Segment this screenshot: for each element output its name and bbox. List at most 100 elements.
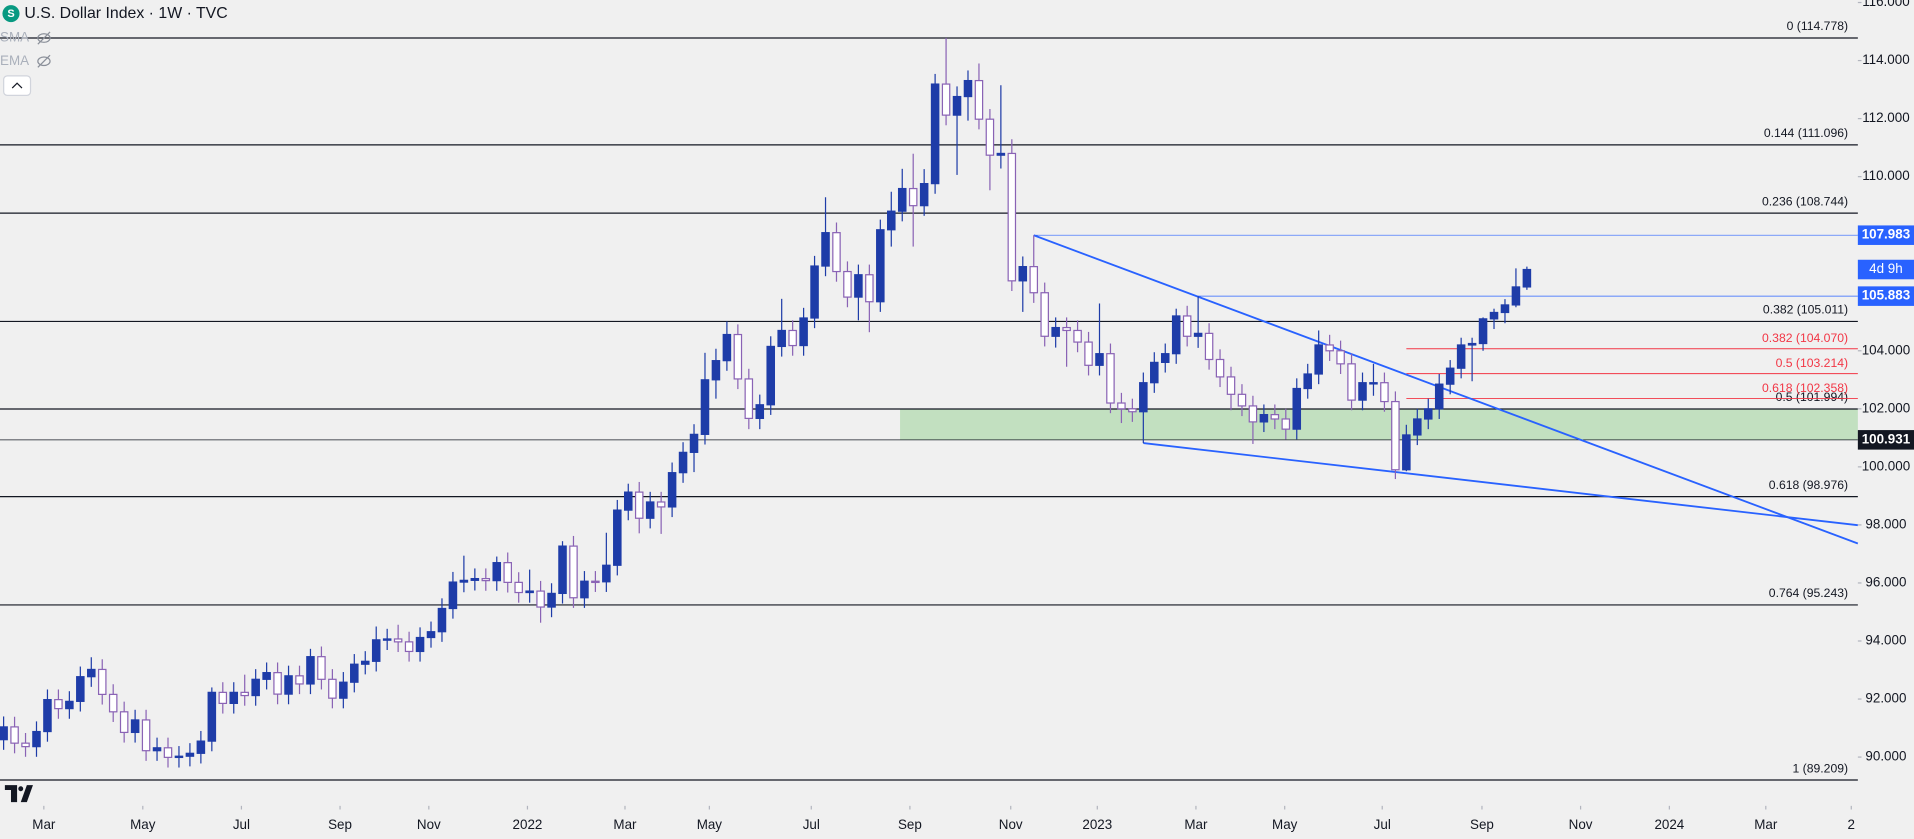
collapse-caret — [11, 82, 23, 89]
candle-body — [196, 740, 206, 754]
candle-body — [1292, 387, 1302, 430]
candle-body — [536, 590, 545, 608]
candle-body — [843, 270, 852, 298]
candle-body — [382, 638, 392, 641]
countdown-label: 4d 9h — [1869, 261, 1903, 276]
candle-body — [1369, 382, 1378, 385]
candle-body — [1413, 418, 1422, 436]
candle-body — [1029, 266, 1039, 294]
candle-body — [558, 545, 567, 595]
candle-body — [1434, 383, 1444, 410]
candle-body — [119, 711, 129, 734]
candle-body — [1193, 332, 1203, 337]
candle-body — [1423, 408, 1433, 420]
x-tick-label: May — [130, 817, 156, 832]
fib-label: 0.236 (108.744) — [1762, 194, 1848, 208]
candle-body — [963, 79, 973, 98]
candle-body — [1160, 353, 1170, 364]
candle-body — [1303, 373, 1312, 390]
hide-icons — [37, 31, 51, 68]
candle-body — [1106, 353, 1115, 404]
candle-body — [1237, 393, 1247, 407]
trendline — [1033, 234, 1859, 545]
x-tick-label: Sep — [328, 817, 352, 832]
candle-body — [43, 699, 52, 733]
candle-body — [645, 501, 655, 519]
symbol-icon-letter: S — [7, 8, 14, 20]
candle-body — [1467, 342, 1477, 346]
x-tick-label: Mar — [1184, 817, 1208, 832]
candle-body — [1270, 414, 1280, 420]
candle-body — [974, 79, 984, 120]
plot-area: 0 (114.778) 0.144 (111.096) 0.236 (108.744… — [0, 19, 1859, 781]
x-tick-label: 2024 — [1654, 817, 1684, 832]
candle-body — [514, 581, 523, 594]
indicator-label[interactable]: EMA — [0, 53, 29, 68]
candle-body — [1051, 326, 1060, 337]
y-tick-label: 116.000 — [1862, 0, 1909, 9]
candle-body — [1402, 434, 1411, 471]
candle-body — [262, 672, 271, 680]
candle-body — [1084, 341, 1093, 366]
y-tick-label: 114.000 — [1862, 52, 1909, 67]
countdown-tag — [1857, 259, 1914, 280]
fib-label: 1 (89.209) — [1793, 761, 1849, 775]
candle-body — [1018, 266, 1028, 282]
candle-body — [777, 329, 786, 348]
candle-body — [755, 404, 765, 420]
candle-body — [1117, 402, 1126, 410]
y-tick-label: 104.000 — [1862, 342, 1910, 357]
x-tick-label: 2 — [1848, 817, 1855, 832]
candle-body — [415, 636, 425, 653]
x-tick-label: Nov — [1569, 817, 1593, 832]
candle-body — [1171, 315, 1181, 355]
candle-body — [371, 639, 381, 662]
candle-body — [634, 491, 644, 519]
symbol-icon — [2, 5, 20, 23]
y-tick-label: 110.000 — [1862, 168, 1909, 183]
candle-body — [580, 580, 589, 599]
candle-body — [623, 491, 633, 511]
candle-body — [1259, 414, 1269, 423]
collapse-button[interactable] — [3, 75, 32, 97]
price-tag-label: 107.983 — [1862, 227, 1910, 242]
candle-body — [284, 675, 293, 695]
price-tag-label: 100.931 — [1862, 431, 1911, 446]
candle-body — [108, 693, 118, 713]
candle-body — [1095, 353, 1104, 366]
y-tick-label: 94.000 — [1865, 633, 1906, 648]
fib-label: 0.618 (98.976) — [1769, 478, 1848, 492]
indicator-label[interactable]: SMA — [0, 30, 29, 45]
candle-body — [21, 742, 30, 748]
candle-body — [174, 755, 184, 759]
candle-body — [602, 564, 611, 583]
price-tag — [1857, 225, 1914, 245]
candle-body — [667, 472, 677, 508]
x-tick-label: May — [1272, 817, 1298, 832]
x-tick-label: 2022 — [513, 817, 543, 832]
fib-label: 0.382 (105.011) — [1763, 303, 1848, 317]
fib-label: 0.382 (104.070) — [1762, 331, 1848, 345]
candle-body — [426, 631, 436, 639]
x-tick-label: May — [697, 817, 723, 832]
candle-body — [569, 545, 578, 599]
candle-body — [1226, 376, 1236, 395]
candle-body — [360, 660, 370, 665]
price-tag — [1857, 430, 1914, 450]
candle-body — [821, 232, 830, 267]
y-tick-label: 112.000 — [1862, 110, 1909, 125]
candle-body — [0, 726, 8, 741]
candle-body — [141, 719, 151, 752]
candle-body — [10, 726, 19, 744]
candle-body — [1336, 350, 1345, 365]
candle-body — [163, 747, 173, 758]
candle-body — [1040, 292, 1049, 337]
candle-body — [744, 378, 754, 420]
candle-body — [1281, 418, 1291, 430]
candle-body — [952, 95, 962, 116]
candle-body — [930, 83, 940, 185]
candle-body — [1204, 332, 1214, 361]
y-tick-label: 92.000 — [1865, 691, 1906, 706]
